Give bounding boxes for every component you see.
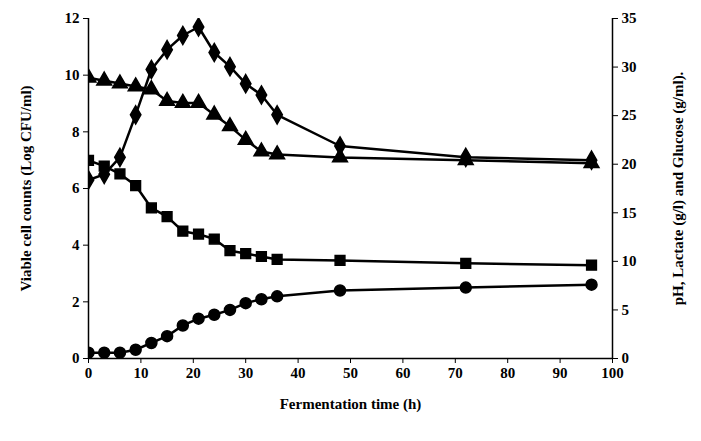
svg-text:0: 0: [85, 365, 93, 381]
svg-text:30: 30: [622, 59, 637, 75]
svg-text:2: 2: [72, 294, 80, 310]
svg-text:10: 10: [133, 365, 148, 381]
svg-text:5: 5: [622, 302, 630, 318]
svg-text:12: 12: [65, 10, 80, 26]
svg-text:Viable cell counts (Log CFU/ml: Viable cell counts (Log CFU/ml): [18, 85, 35, 291]
svg-text:25: 25: [622, 107, 637, 123]
svg-text:20: 20: [186, 365, 201, 381]
svg-text:Fermentation time (h): Fermentation time (h): [280, 396, 422, 413]
svg-text:0: 0: [72, 350, 80, 366]
svg-text:15: 15: [622, 205, 637, 221]
svg-text:80: 80: [500, 365, 515, 381]
svg-text:20: 20: [622, 156, 637, 172]
svg-text:40: 40: [291, 365, 306, 381]
svg-text:100: 100: [601, 365, 624, 381]
svg-text:60: 60: [395, 365, 410, 381]
svg-text:6: 6: [72, 180, 80, 196]
svg-text:10: 10: [622, 253, 637, 269]
svg-text:0: 0: [622, 350, 630, 366]
svg-text:10: 10: [65, 67, 80, 83]
svg-text:4: 4: [72, 237, 80, 253]
svg-text:35: 35: [622, 10, 637, 26]
svg-text:30: 30: [238, 365, 253, 381]
svg-text:90: 90: [553, 365, 568, 381]
svg-text:8: 8: [72, 124, 80, 140]
svg-text:pH, Lactate (g/l) and Glucose: pH, Lactate (g/l) and Glucose (g/ml).: [670, 71, 687, 305]
svg-text:70: 70: [448, 365, 463, 381]
svg-text:50: 50: [343, 365, 358, 381]
